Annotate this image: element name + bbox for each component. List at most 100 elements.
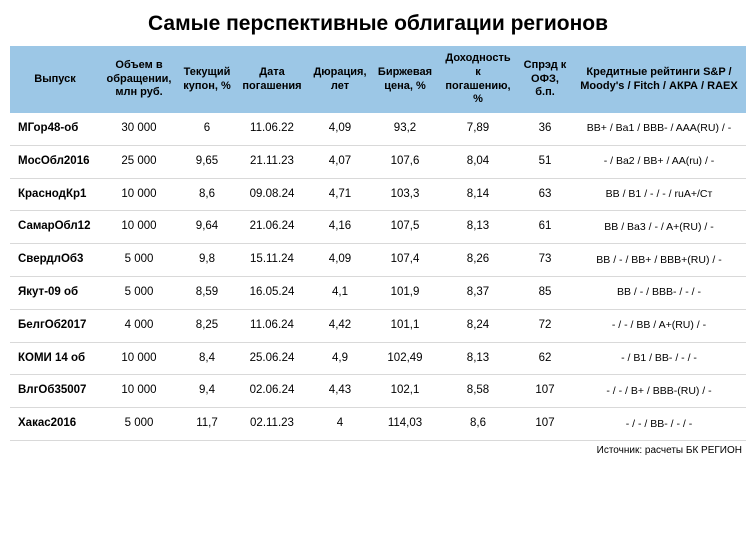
cell-rating: - / Ba2 / BB+ / AA(ru) / -: [572, 145, 746, 178]
cell-coupon: 8,59: [178, 276, 236, 309]
cell-date: 09.08.24: [236, 178, 308, 211]
cell-issue: ВлгОб35007: [10, 375, 100, 408]
cell-issue: МосОбл2016: [10, 145, 100, 178]
cell-coupon: 6: [178, 113, 236, 145]
table-row: ВлгОб3500710 0009,402.06.244,43102,18,58…: [10, 375, 746, 408]
table-row: КраснодКр110 0008,609.08.244,71103,38,14…: [10, 178, 746, 211]
cell-coupon: 8,4: [178, 342, 236, 375]
cell-spread: 36: [518, 113, 572, 145]
col-price: Биржевая цена, %: [372, 46, 438, 113]
cell-date: 25.06.24: [236, 342, 308, 375]
cell-price: 102,1: [372, 375, 438, 408]
cell-issue: Хакас2016: [10, 408, 100, 441]
cell-dur: 4,09: [308, 244, 372, 277]
table-row: Хакас20165 00011,702.11.234114,038,6107-…: [10, 408, 746, 441]
cell-coupon: 9,64: [178, 211, 236, 244]
col-dur: Дюрация, лет: [308, 46, 372, 113]
col-coupon: Текущий купон, %: [178, 46, 236, 113]
col-rating: Кредитные рейтинги S&P / Moody's / Fitch…: [572, 46, 746, 113]
cell-yield: 8,26: [438, 244, 518, 277]
table-row: Якут-09 об5 0008,5916.05.244,1101,98,378…: [10, 276, 746, 309]
cell-rating: BB / Ba3 / - / A+(RU) / -: [572, 211, 746, 244]
cell-rating: - / - / B+ / BBB-(RU) / -: [572, 375, 746, 408]
table-row: МосОбл201625 0009,6521.11.234,07107,68,0…: [10, 145, 746, 178]
cell-yield: 8,13: [438, 211, 518, 244]
cell-price: 101,1: [372, 309, 438, 342]
cell-volume: 10 000: [100, 342, 178, 375]
cell-date: 11.06.24: [236, 309, 308, 342]
cell-rating: BB / B1 / - / - / ruA+/Ст: [572, 178, 746, 211]
cell-volume: 30 000: [100, 113, 178, 145]
cell-dur: 4,71: [308, 178, 372, 211]
cell-yield: 8,13: [438, 342, 518, 375]
cell-price: 107,5: [372, 211, 438, 244]
cell-issue: СвердлОб3: [10, 244, 100, 277]
cell-spread: 62: [518, 342, 572, 375]
cell-coupon: 8,25: [178, 309, 236, 342]
cell-spread: 107: [518, 408, 572, 441]
cell-volume: 10 000: [100, 375, 178, 408]
table-row: БелгОб20174 0008,2511.06.244,42101,18,24…: [10, 309, 746, 342]
cell-dur: 4,1: [308, 276, 372, 309]
cell-volume: 25 000: [100, 145, 178, 178]
cell-yield: 8,14: [438, 178, 518, 211]
table-body: МГор48-об30 000611.06.224,0993,27,8936BB…: [10, 113, 746, 440]
cell-volume: 5 000: [100, 244, 178, 277]
table-row: КОМИ 14 об10 0008,425.06.244,9102,498,13…: [10, 342, 746, 375]
cell-coupon: 8,6: [178, 178, 236, 211]
cell-rating: - / - / BB / A+(RU) / -: [572, 309, 746, 342]
cell-price: 101,9: [372, 276, 438, 309]
cell-price: 103,3: [372, 178, 438, 211]
bonds-table: Выпуск Объем в обращении, млн руб. Текущ…: [10, 46, 746, 441]
cell-dur: 4,43: [308, 375, 372, 408]
cell-spread: 73: [518, 244, 572, 277]
cell-coupon: 9,4: [178, 375, 236, 408]
cell-spread: 85: [518, 276, 572, 309]
cell-price: 93,2: [372, 113, 438, 145]
cell-date: 02.11.23: [236, 408, 308, 441]
cell-coupon: 9,8: [178, 244, 236, 277]
cell-price: 102,49: [372, 342, 438, 375]
cell-rating: - / - / BB- / - / -: [572, 408, 746, 441]
cell-price: 114,03: [372, 408, 438, 441]
cell-coupon: 9,65: [178, 145, 236, 178]
cell-yield: 7,89: [438, 113, 518, 145]
cell-volume: 10 000: [100, 178, 178, 211]
cell-spread: 72: [518, 309, 572, 342]
cell-yield: 8,58: [438, 375, 518, 408]
cell-spread: 107: [518, 375, 572, 408]
cell-spread: 51: [518, 145, 572, 178]
cell-volume: 4 000: [100, 309, 178, 342]
col-volume: Объем в обращении, млн руб.: [100, 46, 178, 113]
col-spread: Спрэд к ОФЗ, б.п.: [518, 46, 572, 113]
cell-price: 107,4: [372, 244, 438, 277]
cell-dur: 4,09: [308, 113, 372, 145]
cell-dur: 4,42: [308, 309, 372, 342]
cell-yield: 8,37: [438, 276, 518, 309]
source-note: Источник: расчеты БК РЕГИОН: [10, 445, 746, 456]
cell-dur: 4,9: [308, 342, 372, 375]
col-date: Дата погашения: [236, 46, 308, 113]
cell-issue: Якут-09 об: [10, 276, 100, 309]
col-yield: Доходность к погашению, %: [438, 46, 518, 113]
cell-spread: 63: [518, 178, 572, 211]
cell-issue: КраснодКр1: [10, 178, 100, 211]
cell-rating: - / B1 / BB- / - / -: [572, 342, 746, 375]
cell-dur: 4,07: [308, 145, 372, 178]
table-row: СамарОбл1210 0009,6421.06.244,16107,58,1…: [10, 211, 746, 244]
page-title: Самые перспективные облигации регионов: [10, 12, 746, 36]
cell-dur: 4,16: [308, 211, 372, 244]
col-issue: Выпуск: [10, 46, 100, 113]
cell-issue: БелгОб2017: [10, 309, 100, 342]
table-row: СвердлОб35 0009,815.11.244,09107,48,2673…: [10, 244, 746, 277]
cell-volume: 5 000: [100, 408, 178, 441]
cell-date: 21.06.24: [236, 211, 308, 244]
cell-date: 21.11.23: [236, 145, 308, 178]
cell-yield: 8,04: [438, 145, 518, 178]
cell-dur: 4: [308, 408, 372, 441]
cell-rating: BB / - / BBB- / - / -: [572, 276, 746, 309]
cell-spread: 61: [518, 211, 572, 244]
cell-volume: 5 000: [100, 276, 178, 309]
cell-rating: BB / - / BB+ / BBB+(RU) / -: [572, 244, 746, 277]
cell-yield: 8,6: [438, 408, 518, 441]
